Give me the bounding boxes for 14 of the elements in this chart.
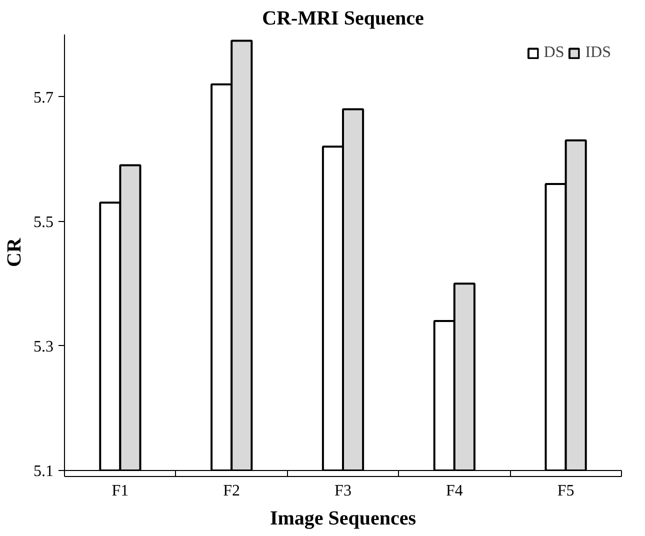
y-tick-label: 5.1 — [34, 463, 54, 480]
x-tick-label: F3 — [334, 482, 352, 500]
legend-label: IDS — [585, 44, 611, 62]
legend-label: DS — [544, 44, 564, 62]
y-tick-label: 5.3 — [34, 338, 54, 356]
y-axis-title: CR — [4, 238, 26, 267]
x-tick-label: F4 — [446, 482, 463, 500]
y-tick-label: 5.5 — [34, 214, 54, 231]
y-tick-label: 5.7 — [34, 89, 54, 106]
x-tick-label: F1 — [112, 482, 129, 500]
x-tick-label: F5 — [557, 482, 574, 500]
x-axis-title: Image Sequences — [270, 508, 416, 530]
chart-title: CR-MRI Sequence — [262, 8, 424, 30]
x-tick-label: F2 — [223, 482, 240, 500]
